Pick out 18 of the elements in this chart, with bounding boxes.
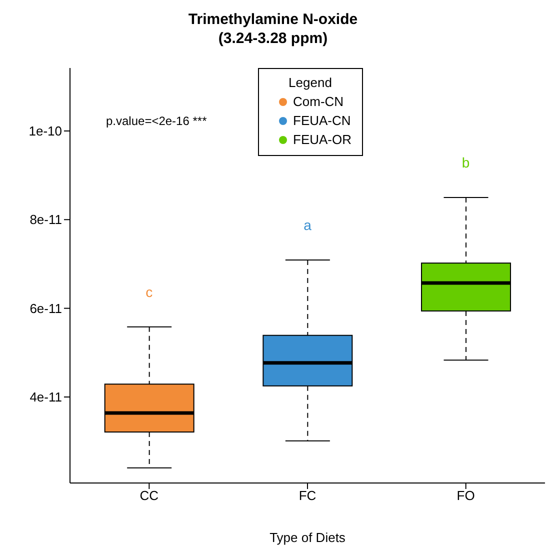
y-tick-label: 6e-11 [30, 300, 62, 316]
legend-title: Legend [288, 74, 333, 92]
legend-label: Com-CN [293, 93, 344, 111]
y-tick-label: 4e-11 [30, 390, 62, 405]
y-tick-label: 8e-11 [30, 212, 62, 228]
annotation: a [304, 216, 312, 233]
legend-label: FEUA-CN [293, 112, 351, 130]
x-axis-title: Type of Diets [270, 530, 346, 545]
x-tick-label: FO [456, 488, 475, 504]
y-tick-label: 1e-10 [28, 124, 62, 139]
annotation: p.value=<2e-16 *** [106, 114, 207, 128]
x-tick-label: FC [298, 488, 316, 504]
chart-title: Trimethylamine N-oxide [187, 10, 359, 29]
chart-subtitle: (3.24-3.28 ppm) [217, 29, 329, 48]
x-tick-label: CC [140, 488, 159, 504]
annotation: b [462, 154, 470, 170]
legend-label: FEUA-OR [293, 131, 352, 149]
annotation: c [146, 284, 153, 300]
